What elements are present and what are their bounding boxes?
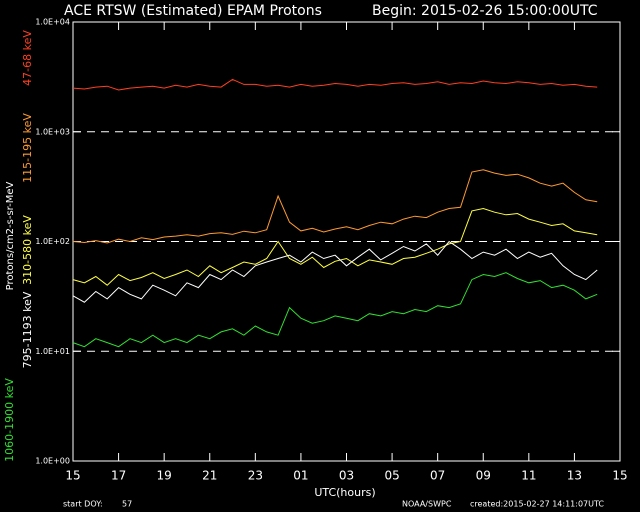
footer-source: NOAA/SWPC (402, 500, 452, 509)
legend-entry: 115-195 keV (21, 113, 34, 183)
x-tick-label: 03 (339, 469, 354, 483)
x-tick-label: 11 (521, 469, 536, 483)
y-tick-label: 1.0E+00 (35, 457, 70, 466)
x-tick-label: 01 (293, 469, 308, 483)
legend-entry: 47-68 keV (21, 30, 34, 86)
x-tick-label: 05 (384, 469, 399, 483)
legend-entry: 310-580 keV (21, 215, 34, 285)
x-axis-label: UTC(hours) (314, 486, 375, 499)
x-tick-label: 21 (202, 469, 217, 483)
series-line (72, 169, 598, 244)
x-tick-label: 09 (476, 469, 491, 483)
legend-entry: 1060-1900 keV (3, 378, 16, 462)
x-tick-label: 07 (430, 469, 445, 483)
series-line (72, 78, 598, 91)
series-line (72, 207, 598, 286)
footer-doy-label: start DOY: (63, 500, 103, 509)
x-tick-label: 19 (157, 469, 172, 483)
series-line (72, 272, 598, 348)
x-tick-label: 17 (111, 469, 126, 483)
footer-doy: 57 (122, 500, 132, 509)
x-tick-label: 23 (248, 469, 263, 483)
chart-title: ACE RTSW (Estimated) EPAM Protons (64, 3, 322, 19)
x-tick-label: 15 (65, 469, 80, 483)
y-tick-label: 1.0E+03 (35, 127, 70, 136)
x-tick-label: 15 (612, 469, 627, 483)
series-line (72, 240, 598, 303)
y-tick-label: 1.0E+01 (35, 347, 70, 356)
chart-subtitle: Begin: 2015-02-26 15:00:00UTC (372, 3, 598, 19)
x-tick-label: 13 (567, 469, 582, 483)
y-axis-label: Protons/cm2-s-sr-MeV (5, 181, 16, 290)
footer-created: created:2015-02-27 14:11:07UTC (470, 500, 604, 509)
y-tick-label: 1.0E+02 (35, 237, 70, 246)
legend-entry: 795-1193 keV (21, 291, 34, 368)
y-tick-label: 1.0E+04 (35, 18, 70, 27)
